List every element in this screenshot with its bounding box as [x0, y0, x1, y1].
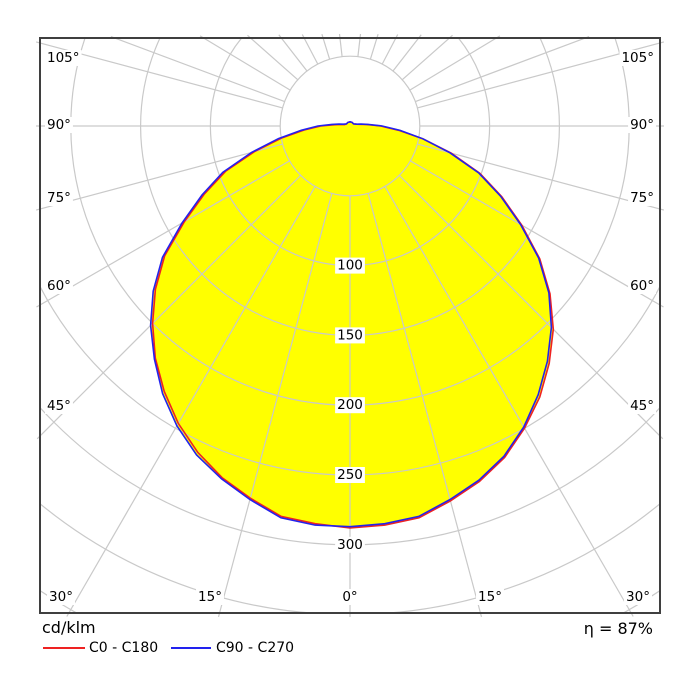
svg-text:105°: 105°: [47, 50, 80, 66]
svg-text:90°: 90°: [630, 117, 654, 133]
svg-text:0°: 0°: [342, 589, 357, 605]
svg-text:105°: 105°: [621, 50, 654, 66]
legend-unit-label: cd/klm: [42, 618, 96, 637]
curve-1: [149, 120, 553, 528]
svg-text:75°: 75°: [630, 190, 654, 206]
svg-text:75°: 75°: [47, 190, 71, 206]
svg-text:300: 300: [337, 537, 363, 553]
plot-frame: [39, 37, 661, 614]
svg-text:250: 250: [337, 467, 363, 483]
svg-text:60°: 60°: [630, 278, 654, 294]
svg-text:45°: 45°: [47, 398, 71, 414]
legend-swatch-c90-c270: [171, 647, 211, 649]
legend-label-c0-c180: C0 - C180: [89, 640, 159, 656]
axis-labels: 100 150 200 250 300 105° 90° 75° 60° 45° 105° 90° 75…: [45, 50, 656, 605]
svg-text:30°: 30°: [626, 589, 650, 605]
legend-label-c90-c270: C90 - C270: [216, 640, 295, 656]
svg-text:200: 200: [337, 397, 363, 413]
efficiency-label: η = 87%: [583, 619, 653, 638]
svg-text:45°: 45°: [630, 398, 654, 414]
legend-swatch-c0-c180: [43, 647, 85, 649]
svg-text:60°: 60°: [47, 278, 71, 294]
polar-grid: [35, 33, 665, 618]
intensity-curves: [149, 120, 555, 529]
svg-text:30°: 30°: [49, 589, 73, 605]
legend: cd/klm C0 - C180 C90 - C270: [0, 0, 700, 656]
svg-text:100: 100: [337, 258, 363, 274]
svg-text:15°: 15°: [478, 589, 502, 605]
svg-text:15°: 15°: [198, 589, 222, 605]
svg-text:90°: 90°: [47, 117, 71, 133]
svg-text:150: 150: [337, 327, 363, 343]
